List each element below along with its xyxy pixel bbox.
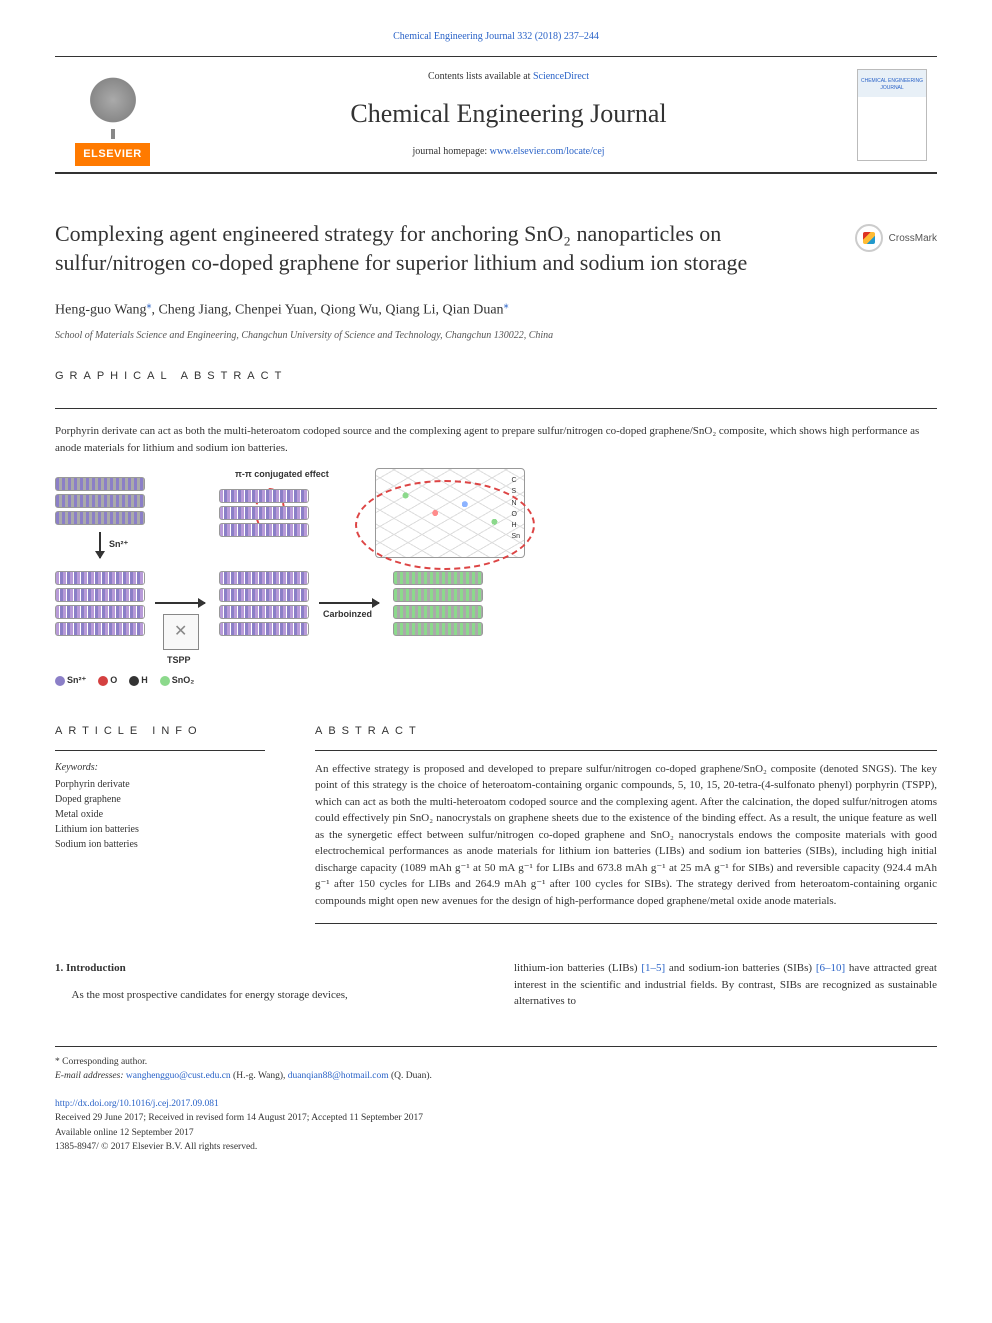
graphical-abstract-figure: Sn²⁺ TSPP π-π conjugated effect C S N O … xyxy=(55,474,595,694)
ga-tspp-stack xyxy=(219,568,309,639)
keywords-heading: Keywords: xyxy=(55,761,265,775)
email-link-1[interactable]: wanghengguo@cust.edu.cn xyxy=(126,1071,231,1081)
journal-citation: Chemical Engineering Journal 332 (2018) … xyxy=(55,30,937,44)
ga-label-sn2: Sn²⁺ xyxy=(109,538,128,551)
keyword: Doped graphene xyxy=(55,792,265,807)
sciencedirect-link[interactable]: ScienceDirect xyxy=(533,71,589,82)
journal-masthead: ELSEVIER Contents lists available at Sci… xyxy=(55,56,937,174)
section-label-info: ARTICLE INFO xyxy=(55,724,265,739)
copyright-line: 1385-8947/ © 2017 Elsevier B.V. All righ… xyxy=(55,1140,937,1154)
legend-dot-o xyxy=(98,676,108,686)
homepage-link[interactable]: www.elsevier.com/locate/cej xyxy=(490,146,605,157)
corresponding-note: * Corresponding author. xyxy=(55,1055,937,1069)
abstract-column: An effective strategy is proposed and de… xyxy=(315,750,937,925)
ga-label-carbonized: Carboinzed xyxy=(323,608,372,621)
section-label-abstract: ABSTRACT xyxy=(315,724,937,739)
ga-tspp-top-stack xyxy=(219,486,309,540)
article-info-column: Keywords: Porphyrin derivate Doped graph… xyxy=(55,750,265,925)
article-title: Complexing agent engineered strategy for… xyxy=(55,220,937,277)
corresponding-mark: ⁎ xyxy=(147,300,152,311)
keywords-list: Porphyrin derivate Doped graphene Metal … xyxy=(55,777,265,852)
ga-graphene-sn-stack xyxy=(55,568,145,639)
ga-graphene-stack-1 xyxy=(55,474,145,528)
footnotes: * Corresponding author. E-mail addresses… xyxy=(55,1046,937,1084)
received-line: Received 29 June 2017; Received in revis… xyxy=(55,1111,937,1125)
legend-dot-h xyxy=(129,676,139,686)
journal-name: Chemical Engineering Journal xyxy=(170,96,847,132)
ga-label-pipi: π-π conjugated effect xyxy=(235,468,329,481)
doi-block: http://dx.doi.org/10.1016/j.cej.2017.09.… xyxy=(55,1097,937,1154)
contents-prefix: Contents lists available at xyxy=(428,71,533,82)
masthead-cover: CHEMICAL ENGINEERING JOURNAL xyxy=(847,57,937,172)
ga-tspp-molecule-icon xyxy=(163,614,199,650)
keyword: Porphyrin derivate xyxy=(55,777,265,792)
ga-label-tspp: TSPP xyxy=(167,654,191,667)
publisher-logo-text: ELSEVIER xyxy=(75,143,149,166)
keyword: Lithium ion batteries xyxy=(55,822,265,837)
ga-arrow-down-1 xyxy=(99,532,101,558)
keyword: Sodium ion batteries xyxy=(55,837,265,852)
elsevier-tree-icon xyxy=(73,74,153,139)
keyword: Metal oxide xyxy=(55,807,265,822)
graphical-abstract-caption: Porphyrin derivate can act as both the m… xyxy=(55,423,937,456)
author-list: Heng-guo Wang⁎, Cheng Jiang, Chenpei Yua… xyxy=(55,299,937,321)
legend-dot-sn2 xyxy=(55,676,65,686)
rule xyxy=(55,408,937,409)
heading-introduction: 1. Introduction xyxy=(55,960,478,977)
ga-legend: Sn²⁺ O H SnO₂ xyxy=(55,674,194,687)
ga-arrow-right-1 xyxy=(155,602,205,604)
corresponding-mark: ⁎ xyxy=(504,300,509,311)
crossmark-label: CrossMark xyxy=(889,232,937,245)
body-col-right: lithium-ion batteries (LIBs) [1–5] and s… xyxy=(514,960,937,1010)
crossmark-widget[interactable]: CrossMark xyxy=(855,224,937,252)
ga-arrow-right-2 xyxy=(319,602,379,604)
citation-link[interactable]: Chemical Engineering Journal 332 (2018) … xyxy=(393,31,599,42)
ref-link[interactable]: [6–10] xyxy=(816,962,845,974)
body-col-left: 1. Introduction As the most prospective … xyxy=(55,960,478,1010)
ga-circle-zoom xyxy=(355,480,535,570)
crossmark-icon xyxy=(855,224,883,252)
email-line: E-mail addresses: wanghengguo@cust.edu.c… xyxy=(55,1069,937,1083)
ref-link[interactable]: [1–5] xyxy=(641,962,665,974)
homepage-line: journal homepage: www.elsevier.com/locat… xyxy=(170,145,847,159)
info-abstract-row: Keywords: Porphyrin derivate Doped graph… xyxy=(55,750,937,925)
body-section: 1. Introduction As the most prospective … xyxy=(55,960,937,1010)
legend-dot-sno2 xyxy=(160,676,170,686)
doi-link[interactable]: http://dx.doi.org/10.1016/j.cej.2017.09.… xyxy=(55,1099,219,1109)
journal-cover-thumb: CHEMICAL ENGINEERING JOURNAL xyxy=(857,69,927,161)
contents-line: Contents lists available at ScienceDirec… xyxy=(170,70,847,84)
available-line: Available online 12 September 2017 xyxy=(55,1126,937,1140)
masthead-center: Contents lists available at ScienceDirec… xyxy=(170,57,847,172)
affiliation: School of Materials Science and Engineer… xyxy=(55,329,937,343)
email-link-2[interactable]: duanqian88@hotmail.com xyxy=(288,1071,389,1081)
ga-final-stack xyxy=(393,568,483,639)
intro-para-left: As the most prospective candidates for e… xyxy=(55,987,478,1004)
section-label-graphical: GRAPHICAL ABSTRACT xyxy=(55,369,937,384)
homepage-prefix: journal homepage: xyxy=(412,146,489,157)
publisher-block: ELSEVIER xyxy=(55,57,170,172)
title-text: Complexing agent engineered strategy for… xyxy=(55,221,747,275)
abstract-text: An effective strategy is proposed and de… xyxy=(315,761,937,910)
intro-para-right: lithium-ion batteries (LIBs) [1–5] and s… xyxy=(514,960,937,1010)
